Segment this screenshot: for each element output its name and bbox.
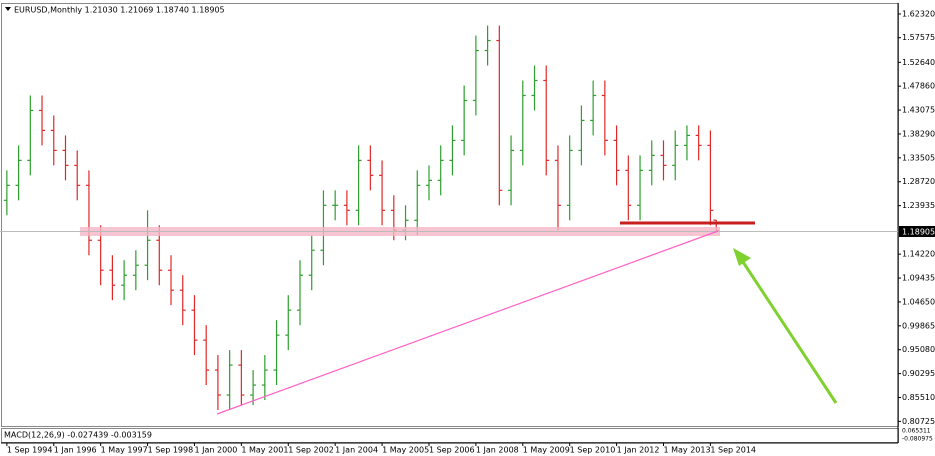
x-tick-label: 1 Sep 2010: [570, 446, 616, 455]
x-tick-label: 1 Jan 2004: [335, 446, 378, 455]
y-tick-label: 1.52640: [902, 58, 935, 67]
y-tick-label: 1.62320: [902, 9, 935, 18]
trend-line: [216, 230, 719, 415]
y-tick-label: 0.80725: [902, 417, 935, 426]
macd-scale-bottom: -0.080975: [902, 436, 933, 443]
macd-scale-top: 0.065311: [902, 428, 931, 435]
current-price-label: 1.18905: [902, 228, 935, 237]
y-tick-label: 1.47860: [902, 82, 935, 91]
arrow-head: [733, 248, 751, 266]
x-tick-label: 1 Sep 2002: [288, 446, 334, 455]
y-tick-label: 1.28720: [902, 177, 935, 186]
y-tick-label: 1.57575: [902, 33, 935, 42]
x-tick-label: 1 Sep 2006: [429, 446, 475, 455]
x-tick-label: 1 May 2009: [523, 446, 570, 455]
bars: [3, 25, 720, 411]
x-tick-label: 1 Jan 2012: [617, 446, 660, 455]
y-tick-label: 1.14220: [902, 250, 935, 259]
macd-label: MACD(12,26,9) -0.027439 -0.003159: [4, 431, 152, 440]
x-tick-label: 1 May 2013: [663, 446, 710, 455]
arrow-shaft: [741, 261, 838, 404]
x-tick-label: 1 Jan 2000: [194, 446, 237, 455]
title-marker: [5, 7, 11, 11]
x-tick-label: 1 May 2001: [241, 446, 288, 455]
current-price-box: [899, 226, 935, 237]
y-tick-label: 1.23935: [902, 201, 935, 210]
y-tick-label: 1.33505: [902, 153, 935, 162]
y-tick-label: 1.09435: [902, 274, 935, 283]
y-tick-label: 0.85510: [902, 393, 935, 402]
y-tick-label: 0.90295: [902, 369, 935, 378]
y-tick-label: 0.95080: [902, 345, 935, 354]
x-tick-label: 1 May 2005: [382, 446, 429, 455]
x-tick-label: 1 Sep 1998: [148, 446, 194, 455]
chart-title: EURUSD,Monthly 1.21030 1.21069 1.18740 1…: [14, 6, 225, 15]
y-tick-label: 0.99865: [902, 321, 935, 330]
y-tick-label: 1.04650: [902, 297, 935, 306]
x-tick-label: 1 Sep 1994: [7, 446, 53, 455]
y-tick-label: 1.43075: [902, 106, 935, 115]
x-tick-label: 1 Jan 2008: [476, 446, 519, 455]
x-tick-label: 1 Sep 2014: [710, 446, 756, 455]
y-tick-label: 1.38290: [902, 129, 935, 138]
x-tick-label: 1 Jan 1996: [54, 446, 97, 455]
x-tick-label: 1 May 1997: [101, 446, 148, 455]
